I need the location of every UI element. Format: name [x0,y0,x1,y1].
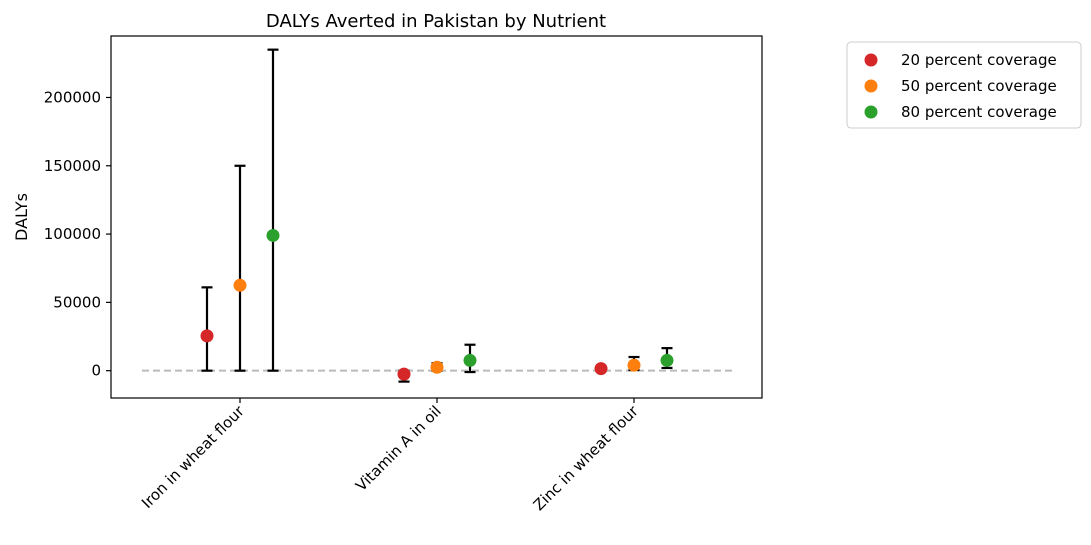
chart-title: DALYs Averted in Pakistan by Nutrient [266,11,606,32]
legend-marker [864,105,878,119]
y-tick-label: 200000 [44,88,101,106]
data-point [594,362,608,376]
legend-label: 50 percent coverage [901,77,1057,95]
legend: 20 percent coverage 50 percent coverage 80… [846,41,1082,129]
y-axis-label: DALYs [12,193,31,241]
data-point [430,360,444,374]
data-point [233,278,247,292]
data-point [200,329,214,343]
data-point [627,358,641,372]
legend-marker [864,79,878,93]
legend-box [846,41,1082,129]
data-point [660,353,674,367]
legend-label: 20 percent coverage [901,51,1057,69]
data-point [266,228,280,242]
y-tick-label: 0 [91,362,101,380]
y-tick-label: 100000 [44,225,101,243]
plot-area [142,48,734,383]
x-tick-label: Iron in wheat flour [138,402,248,512]
data-point [397,367,411,381]
plot-frame [110,35,763,399]
axes: 0 50000 100000 150000 200000 Iron in wheat fl… [44,35,763,515]
data-point [463,353,477,367]
x-tick-label: Zinc in wheat flour [530,402,643,515]
x-tick-label: Vitamin A in oil [352,402,445,495]
y-tick-label: 150000 [44,157,101,175]
y-tick-label: 50000 [53,293,101,311]
legend-marker [864,53,878,67]
legend-label: 80 percent coverage [901,103,1057,121]
